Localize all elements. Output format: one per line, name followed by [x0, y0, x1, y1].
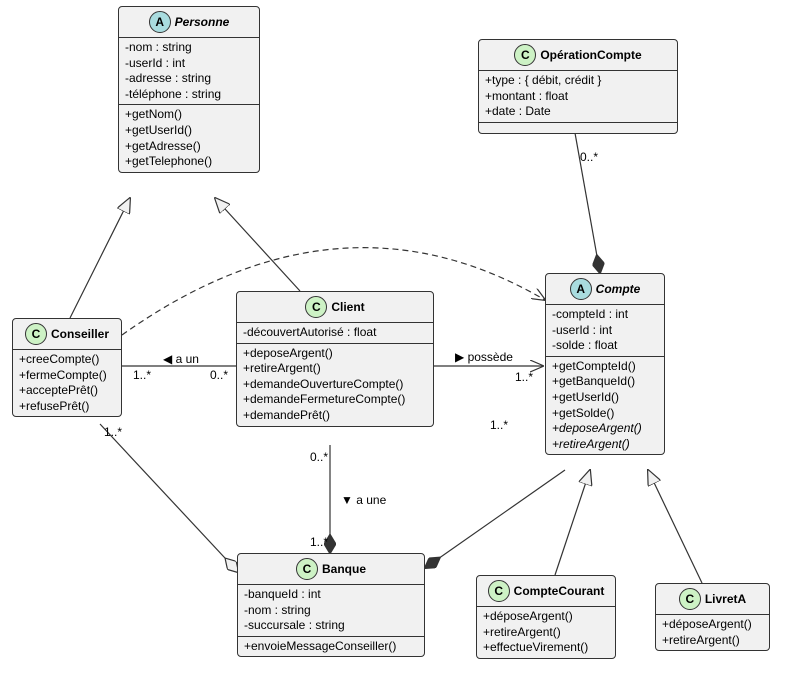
attr: -userId : int: [552, 323, 658, 339]
mult-0s-c: 0..*: [580, 150, 598, 164]
stereotype-icon: A: [570, 278, 592, 300]
class-client: C Client -découvertAutorisé : float +dep…: [236, 291, 434, 427]
attr: -nom : string: [125, 40, 253, 56]
op: +envoieMessageConseiller(): [244, 639, 418, 655]
op: +getUserId(): [552, 390, 658, 406]
mult-1s-c: 1..*: [310, 535, 328, 549]
op: +refusePrêt(): [19, 399, 115, 415]
class-conseiller: C Conseiller +creeCompte() +fermeCompte(…: [12, 318, 122, 417]
attr: -succursale : string: [244, 618, 418, 634]
op: +demandeOuvertureCompte(): [243, 377, 427, 393]
class-name: Banque: [322, 562, 366, 576]
stereotype-icon: C: [514, 44, 536, 66]
class-operation-compte: C OpérationCompte +type : { débit, crédi…: [478, 39, 678, 134]
mult-0s-a: 0..*: [210, 368, 228, 382]
op: +getSolde(): [552, 406, 658, 422]
mult-1s-d: 1..*: [104, 425, 122, 439]
op: +effectueVirement(): [483, 640, 609, 656]
op: +creeCompte(): [19, 352, 115, 368]
class-name: Conseiller: [51, 327, 109, 341]
class-banque: C Banque -banqueId : int -nom : string -…: [237, 553, 425, 657]
class-name: LivretA: [705, 592, 746, 606]
attr: -userId : int: [125, 56, 253, 72]
mult-1s-a: 1..*: [133, 368, 151, 382]
class-name: Client: [331, 300, 364, 314]
class-livret-a: C LivretA +déposeArgent() +retireArgent(…: [655, 583, 770, 651]
class-compte-courant: C CompteCourant +déposeArgent() +retireA…: [476, 575, 616, 659]
stereotype-icon: C: [488, 580, 510, 602]
class-name: Personne: [175, 15, 230, 29]
mult-0s-b: 0..*: [310, 450, 328, 464]
op: +getCompteId(): [552, 359, 658, 375]
attr: -découvertAutorisé : float: [243, 325, 427, 341]
mult-1s-b: 1..*: [515, 370, 533, 384]
op: +getNom(): [125, 107, 253, 123]
op: +acceptePrêt(): [19, 383, 115, 399]
stereotype-icon: A: [149, 11, 171, 33]
attr: -compteId : int: [552, 307, 658, 323]
class-name: Compte: [596, 282, 641, 296]
class-compte: A Compte -compteId : int -userId : int -…: [545, 273, 665, 455]
class-name: OpérationCompte: [540, 48, 641, 62]
mult-1s-e: 1..*: [490, 418, 508, 432]
op: +deposeArgent(): [243, 346, 427, 362]
stereotype-icon: C: [679, 588, 701, 610]
stereotype-icon: C: [305, 296, 327, 318]
label-aune: ▼ a une: [341, 493, 386, 507]
op: +getUserId(): [125, 123, 253, 139]
op: +retireArgent(): [662, 633, 763, 649]
attr: -solde : float: [552, 338, 658, 354]
stereotype-icon: C: [296, 558, 318, 580]
attr: -téléphone : string: [125, 87, 253, 103]
op: +demandeFermetureCompte(): [243, 392, 427, 408]
op: +déposeArgent(): [483, 609, 609, 625]
attr: +montant : float: [485, 89, 671, 105]
class-personne: A Personne -nom : string -userId : int -…: [118, 6, 260, 173]
op: +deposeArgent(): [552, 421, 658, 437]
op: +getTelephone(): [125, 154, 253, 170]
attr: -adresse : string: [125, 71, 253, 87]
op: +getBanqueId(): [552, 374, 658, 390]
op: +getAdresse(): [125, 139, 253, 155]
op: +déposeArgent(): [662, 617, 763, 633]
stereotype-icon: C: [25, 323, 47, 345]
label-aun: ◀ a un: [163, 352, 199, 366]
op: +retireArgent(): [552, 437, 658, 453]
op: +retireArgent(): [483, 625, 609, 641]
op: +demandePrêt(): [243, 408, 427, 424]
attr: +date : Date: [485, 104, 671, 120]
attr: +type : { débit, crédit }: [485, 73, 671, 89]
op: +retireArgent(): [243, 361, 427, 377]
label-possede: ▶ possède: [455, 350, 513, 364]
attr: -nom : string: [244, 603, 418, 619]
attr: -banqueId : int: [244, 587, 418, 603]
class-name: CompteCourant: [514, 584, 605, 598]
op: +fermeCompte(): [19, 368, 115, 384]
